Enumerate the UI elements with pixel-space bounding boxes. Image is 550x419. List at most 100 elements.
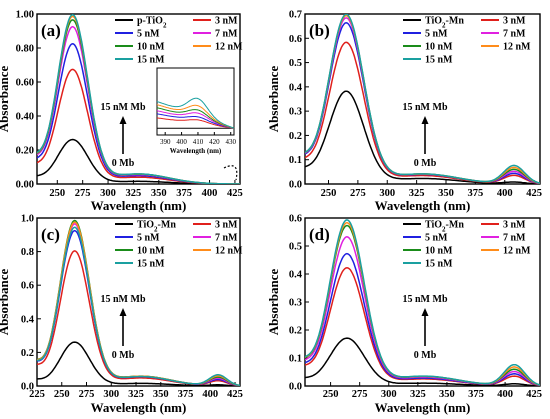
x-tick-label: 425 xyxy=(227,188,243,199)
legend-entry: 5 nM xyxy=(425,233,448,244)
legend-entry: 12 nM xyxy=(503,246,531,257)
y-tick-label: 0.1 xyxy=(289,354,302,365)
arrow-top-label: 15 nM Mb xyxy=(101,102,146,113)
x-tick-label: 400 xyxy=(497,188,513,199)
x-tick-label: 325 xyxy=(126,188,142,199)
series-line xyxy=(305,252,540,386)
y-tick-label: 0.3 xyxy=(289,107,302,118)
series-line xyxy=(305,90,540,184)
arrow-top-label: 15 nM Mb xyxy=(101,294,146,305)
arrow-bottom-label: 0 Mb xyxy=(112,350,135,361)
y-tick-label: 0.0 xyxy=(289,180,302,191)
legend-entry: 10 nM xyxy=(137,42,165,53)
inset-x-tick-label: 420 xyxy=(209,138,220,146)
series-line xyxy=(37,14,240,184)
x-axis-label: Wavelength (nm) xyxy=(91,400,187,415)
x-tick-label: 425 xyxy=(227,389,243,400)
x-axis-label: Wavelength (nm) xyxy=(91,198,187,213)
legend-entry: 7 nM xyxy=(215,29,238,40)
y-tick-label: 1.0 xyxy=(21,214,34,225)
series-line xyxy=(37,226,240,386)
series-line xyxy=(305,219,540,386)
x-tick-label: 325 xyxy=(410,389,426,400)
x-tick-label: 250 xyxy=(323,389,339,400)
legend-entry: 12 nM xyxy=(503,42,531,53)
x-tick-label: 300 xyxy=(100,188,116,199)
inset-series-line xyxy=(156,117,235,129)
panel-label: (c) xyxy=(41,225,60,244)
arrow-head xyxy=(119,116,127,124)
y-tick-label: 0.3 xyxy=(289,298,302,309)
legend-entry: 15 nM xyxy=(425,259,453,270)
legend-entry: TiO2-Mn xyxy=(425,16,464,30)
x-axis-label: Wavelength (nm) xyxy=(375,198,471,213)
y-tick-label: 0.80 xyxy=(16,44,34,55)
x-axis-label: Wavelength (nm) xyxy=(375,400,471,415)
legend-entry: 15 nM xyxy=(137,259,165,270)
series-line xyxy=(37,341,240,386)
x-tick-label: 250 xyxy=(49,188,65,199)
panel-label: (d) xyxy=(309,225,330,244)
arrow-bottom-label: 0 Mb xyxy=(414,158,437,169)
legend-entry: 7 nM xyxy=(503,29,526,40)
x-tick-label: 425 xyxy=(526,389,542,400)
legend-entry: 7 nM xyxy=(215,233,238,244)
inset-x-tick-label: 390 xyxy=(160,138,171,146)
series-line xyxy=(37,250,240,386)
legend-entry: 10 nM xyxy=(425,246,453,257)
panel-label: (a) xyxy=(41,21,61,40)
y-axis-label: Absorbance xyxy=(0,66,11,133)
y-tick-label: 0.4 xyxy=(289,270,303,281)
plot-frame xyxy=(36,217,241,387)
series-line xyxy=(305,267,540,386)
chart-panel-3: 0.0 0.2 0.4 0.6 0.8 1.0 225 250 275 300 325 350 375 4… xyxy=(0,214,243,416)
y-tick-label: 0.6 xyxy=(289,34,302,45)
y-tick-label: 0.2 xyxy=(289,326,302,337)
inset-x-tick-label: 430 xyxy=(225,138,236,146)
arrow-head xyxy=(421,116,429,124)
legend-entry: 3 nM xyxy=(215,220,238,231)
inset-x-tick-label: 410 xyxy=(193,138,204,146)
legend-entry: TiO2-Mn xyxy=(137,220,176,234)
y-tick-label: 0.20 xyxy=(16,146,34,157)
y-axis-label: Absorbance xyxy=(266,66,281,133)
y-tick-label: 0.4 xyxy=(289,82,303,93)
x-tick-label: 375 xyxy=(176,188,192,199)
series-line xyxy=(305,236,540,386)
x-tick-label: 250 xyxy=(321,188,337,199)
arrow-bottom-label: 0 Mb xyxy=(112,158,135,169)
legend-entry: 12 nM xyxy=(215,42,243,53)
x-tick-label: 275 xyxy=(352,389,368,400)
chart-panel-2: 0.0 0.1 0.2 0.3 0.4 0.5 0.6 0.7 250 275 300 325 350 3… xyxy=(266,10,542,214)
y-tick-label: 0.1 xyxy=(289,155,302,166)
legend-entry: 10 nM xyxy=(425,42,453,53)
x-tick-label: 350 xyxy=(438,188,454,199)
x-tick-label: 325 xyxy=(128,389,144,400)
series-line xyxy=(305,41,540,184)
arrow-top-label: 15 nM Mb xyxy=(403,294,448,305)
x-tick-label: 300 xyxy=(381,389,397,400)
plot-frame xyxy=(36,13,241,185)
inset-series-line xyxy=(156,97,235,129)
x-tick-label: 375 xyxy=(468,389,484,400)
chart-panel-4: 0.0 0.1 0.2 0.3 0.4 0.5 0.6 250 275 300 325 350 375 4… xyxy=(266,214,542,416)
y-axis-label: Absorbance xyxy=(266,269,281,336)
inset-series-line xyxy=(156,113,235,129)
y-tick-label: 0.2 xyxy=(289,131,302,142)
plot-frame xyxy=(304,13,541,185)
y-tick-label: 1.00 xyxy=(16,10,34,21)
legend-entry: 3 nM xyxy=(503,16,526,27)
y-tick-label: 0.7 xyxy=(289,10,302,21)
x-tick-label: 400 xyxy=(497,389,513,400)
x-tick-label: 350 xyxy=(153,389,169,400)
y-tick-label: 0.2 xyxy=(21,348,34,359)
x-tick-label: 300 xyxy=(103,389,119,400)
legend-entry: 12 nM xyxy=(215,246,243,257)
legend-entry: 5 nM xyxy=(137,233,160,244)
x-tick-label: 300 xyxy=(379,188,395,199)
y-tick-label: 0.5 xyxy=(289,58,302,69)
legend-entry: 15 nM xyxy=(137,55,165,66)
legend-entry: 5 nM xyxy=(137,29,160,40)
y-tick-label: 0.00 xyxy=(16,180,34,191)
